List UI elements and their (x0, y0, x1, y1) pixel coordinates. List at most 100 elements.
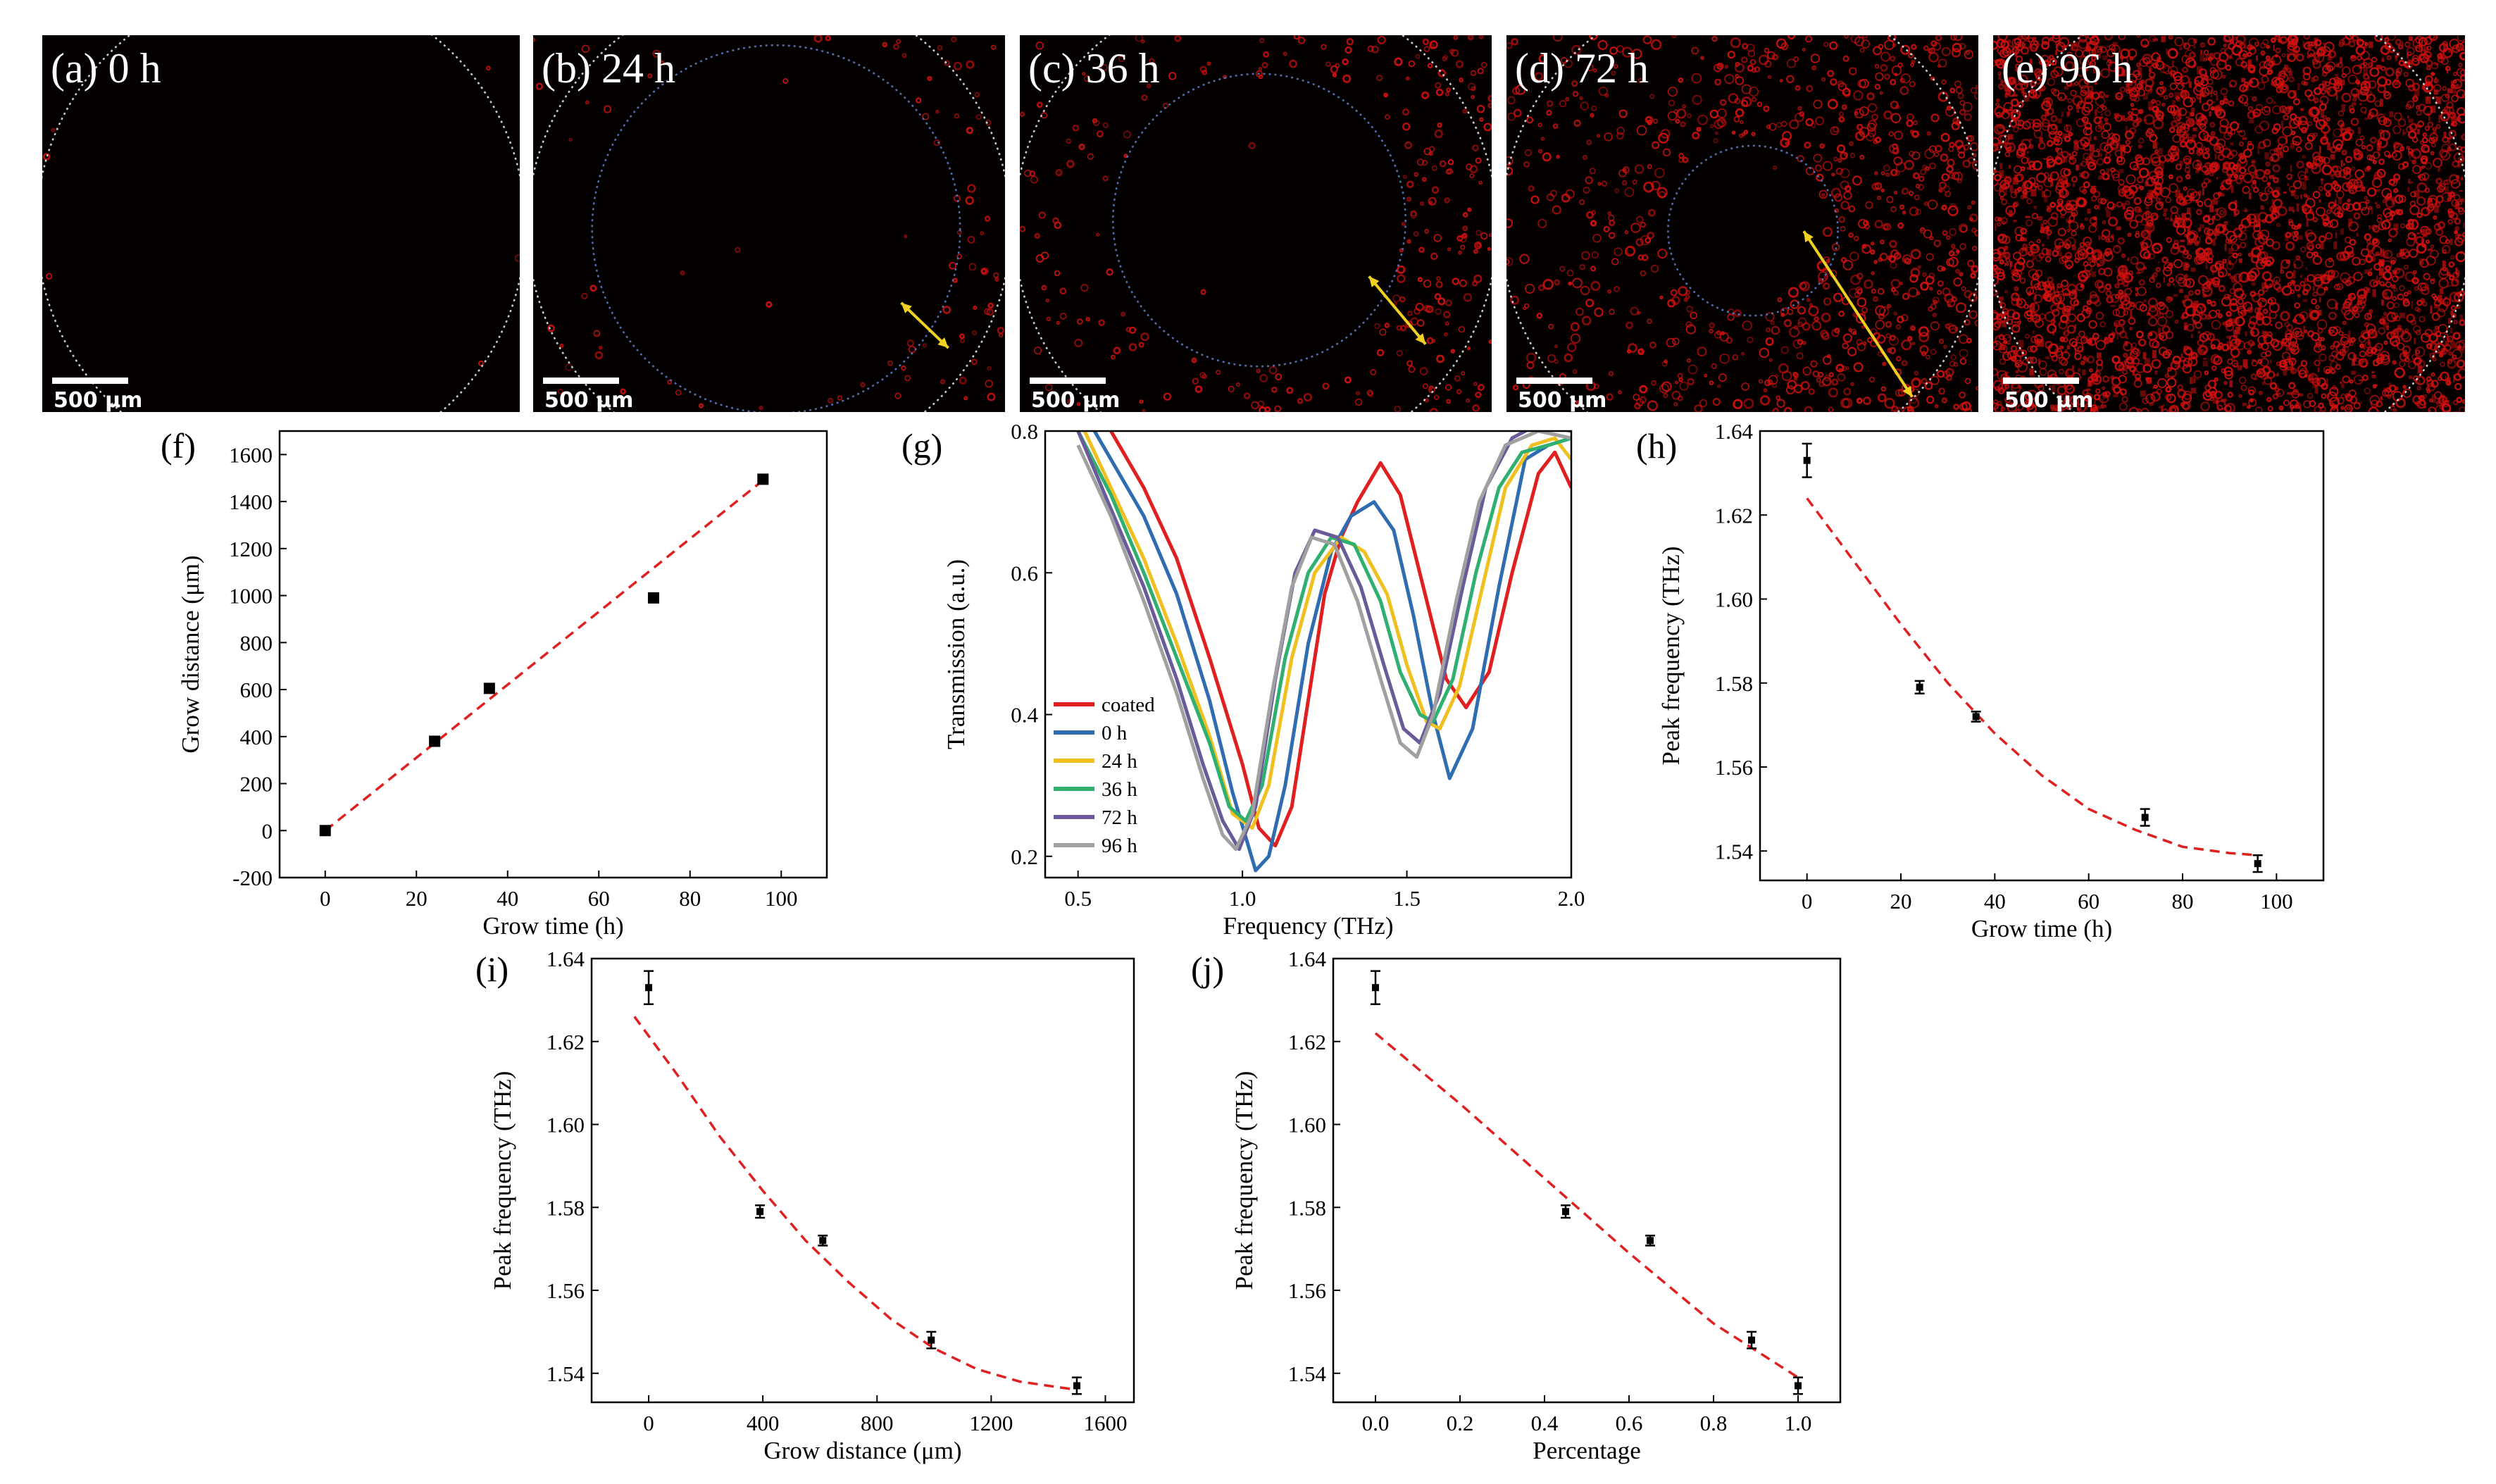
fluorescence-speckle (1996, 124, 2006, 134)
fluorescence-speckle (1647, 400, 1658, 411)
inner-ring (1112, 73, 1406, 368)
fluorescence-speckle (967, 184, 976, 193)
fluorescence-speckle (1733, 399, 1743, 409)
fluorescence-speckle (2286, 173, 2293, 180)
fluorescence-speckle (1437, 69, 1446, 77)
fluorescence-speckle (2369, 308, 2373, 314)
fluorescence-fill (2042, 158, 2049, 160)
fluorescence-speckle (1444, 197, 1450, 204)
fluorescence-speckle (2348, 105, 2354, 111)
fluorescence-speckle (1951, 48, 1961, 58)
fluorescence-speckle (2376, 204, 2380, 208)
fluorescence-speckle (1579, 199, 1585, 206)
fluorescence-speckle (2403, 71, 2409, 77)
fluorescence-speckle (1376, 349, 1385, 356)
fluorescence-speckle (2440, 57, 2449, 66)
fluorescence-speckle (2358, 201, 2368, 211)
fluorescence-speckle (1921, 378, 1928, 385)
fluorescence-speckle (1899, 77, 1905, 84)
fluorescence-speckle (2080, 336, 2088, 344)
fluorescence-speckle (2015, 370, 2019, 373)
fluorescence-speckle (1954, 80, 1961, 88)
data-point (1803, 456, 1811, 464)
fluorescence-speckle (2182, 132, 2188, 139)
fluorescence-speckle (1565, 189, 1575, 199)
fluorescence-speckle (1850, 274, 1861, 285)
fluorescence-speckle (1993, 368, 1999, 376)
fluorescence-speckle (1199, 66, 1207, 73)
y-axis-label: Peak frequency (THz) (1657, 547, 1685, 766)
fluorescence-speckle (1942, 230, 1948, 236)
fluorescence-fill (2237, 327, 2240, 335)
fluorescence-fill (2094, 375, 2098, 382)
fluorescence-speckle (1859, 78, 1869, 89)
fluorescence-fill (2342, 346, 2345, 354)
fluorescence-fill (2189, 377, 2193, 385)
fluorescence-speckle (1727, 313, 1735, 321)
fluorescence-fill (2237, 244, 2240, 249)
fluorescence-speckle (2225, 178, 2232, 185)
fluorescence-speckle (1647, 120, 1653, 125)
fluorescence-speckle (2178, 276, 2183, 282)
fluorescence-fill (2151, 275, 2154, 280)
fluorescence-fill (2175, 189, 2180, 198)
fluorescence-fill (2287, 183, 2290, 187)
fluorescence-speckle (2157, 378, 2167, 388)
fluorescence-speckle (916, 97, 922, 104)
fluorescence-speckle (1423, 46, 1430, 52)
fluorescence-fill (2358, 63, 2362, 70)
fluorescence-speckle (1421, 177, 1427, 182)
fluorescence-speckle (2139, 185, 2145, 191)
fluorescence-speckle (1810, 360, 1818, 368)
fluorescence-speckle (2326, 117, 2330, 122)
fluorescence-speckle (1487, 94, 1492, 103)
fluorescence-speckle (2454, 230, 2459, 235)
fluorescence-speckle (1547, 193, 1554, 201)
fluorescence-speckle (2029, 287, 2038, 295)
fluorescence-speckle (2292, 180, 2302, 189)
fluorescence-speckle (2426, 387, 2431, 392)
fluorescence-speckle (2039, 368, 2047, 376)
fluorescence-speckle (2440, 111, 2450, 122)
fluorescence-speckle (1271, 387, 1278, 393)
fluorescence-speckle (2459, 41, 2465, 51)
fluorescence-speckle (2369, 67, 2380, 77)
fluorescence-speckle (1933, 42, 1942, 51)
fluorescence-speckle (2257, 82, 2266, 90)
fluorescence-fill (2203, 135, 2207, 142)
fluorescence-fill (2256, 55, 2258, 61)
fluorescence-speckle (2045, 229, 2052, 236)
fluorescence-fill (2223, 162, 2228, 170)
fluorescence-speckle (1842, 342, 1849, 349)
fluorescence-speckle (2047, 216, 2058, 227)
fluorescence-speckle (2392, 142, 2400, 149)
fluorescence-speckle (2010, 98, 2019, 107)
fluorescence-fill (2038, 144, 2041, 147)
fluorescence-speckle (1964, 407, 1973, 412)
fluorescence-speckle (2170, 104, 2180, 114)
fluorescence-fill (2343, 256, 2346, 261)
fluorescence-speckle (2335, 190, 2345, 199)
fluorescence-speckle (1714, 78, 1721, 86)
fluorescence-fill (2192, 320, 2196, 325)
fluorescence-speckle (1647, 163, 1652, 170)
fluorescence-speckle (1447, 158, 1454, 166)
fluorescence-speckle (2406, 237, 2416, 247)
fluorescence-fill (2333, 241, 2338, 249)
fluorescence-speckle (2137, 287, 2147, 297)
fluorescence-fill (2447, 301, 2449, 308)
fluorescence-speckle (1959, 243, 1966, 250)
fluorescence-fill (2234, 200, 2238, 205)
fluorescence-fill (2447, 192, 2452, 200)
fluorescence-speckle (2402, 299, 2410, 307)
fluorescence-speckle (2064, 61, 2075, 71)
fluorescence-speckle (2383, 312, 2388, 316)
fluorescence-fill (2440, 298, 2446, 305)
fluorescence-speckle (1423, 147, 1431, 156)
fluorescence-speckle (2156, 282, 2161, 288)
fluorescence-speckle (2223, 44, 2227, 48)
fluorescence-speckle (1624, 230, 1629, 235)
fluorescence-speckle (1661, 361, 1668, 367)
fluorescence-speckle (1283, 51, 1287, 56)
fluorescence-speckle (1948, 256, 1959, 268)
